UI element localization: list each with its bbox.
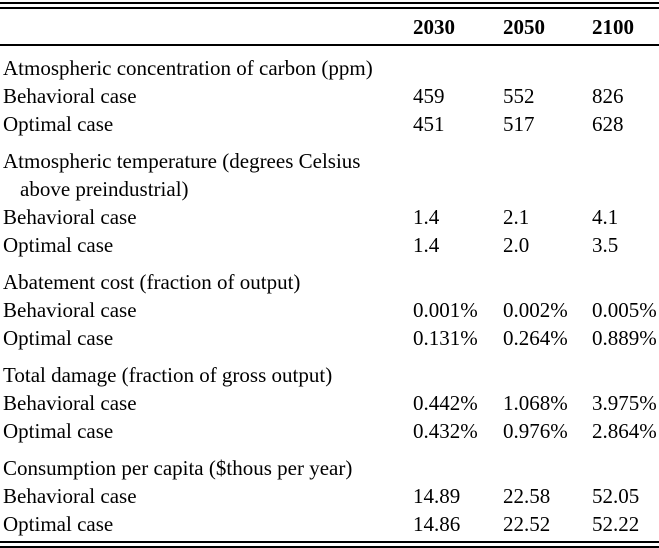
section-consumption: Consumption per capita ($thous per year)… (0, 454, 659, 538)
section-abatement-cost: Abatement cost (fraction of output) Beha… (0, 268, 659, 352)
section-heading: Abatement cost (fraction of output) (0, 268, 659, 296)
cell-2030: 0.432% (413, 419, 478, 443)
rule-line (0, 541, 659, 543)
row-label: Behavioral case (3, 391, 137, 415)
cell-2100: 628 (592, 112, 624, 136)
cell-2030: 0.001% (413, 298, 478, 322)
cell-2100: 3.975% (592, 391, 657, 415)
table-row: Optimal case 0.131% 0.264% 0.889% (0, 324, 659, 352)
cell-2050: 0.002% (503, 298, 568, 322)
row-label: Behavioral case (3, 84, 137, 108)
cell-2100: 2.864% (592, 419, 657, 443)
cell-2030: 0.442% (413, 391, 478, 415)
cell-2100: 3.5 (592, 233, 619, 257)
cell-2050: 22.52 (503, 512, 551, 536)
section-heading: Consumption per capita ($thous per year) (0, 454, 659, 482)
row-label: Optimal case (3, 326, 114, 350)
rule-line (0, 546, 659, 548)
table-row: Behavioral case 1.4 2.1 4.1 (0, 203, 659, 231)
section-heading-line: above preindustrial) (20, 177, 189, 201)
table-row: Behavioral case 0.001% 0.002% 0.005% (0, 296, 659, 324)
cell-2030: 459 (413, 84, 445, 108)
row-label: Behavioral case (3, 205, 137, 229)
cell-2050: 22.58 (503, 484, 551, 508)
section-carbon-concentration: Atmospheric concentration of carbon (ppm… (0, 54, 659, 138)
cell-2100: 52.05 (592, 484, 640, 508)
section-heading: Atmospheric concentration of carbon (ppm… (0, 54, 659, 82)
table-row: Optimal case 0.432% 0.976% 2.864% (0, 417, 659, 445)
section-heading-line: Atmospheric temperature (degrees Celsius (3, 149, 361, 173)
cell-2100: 52.22 (592, 512, 640, 536)
section-heading-line: Abatement cost (fraction of output) (3, 270, 301, 294)
cell-2030: 451 (413, 112, 445, 136)
section-heading-line: Consumption per capita ($thous per year) (3, 456, 353, 480)
section-total-damage: Total damage (fraction of gross output) … (0, 361, 659, 445)
cell-2030: 14.86 (413, 512, 461, 536)
cell-2100: 4.1 (592, 205, 619, 229)
column-header-2050: 2050 (503, 14, 545, 39)
cell-2050: 0.976% (503, 419, 568, 443)
table-row: Behavioral case 14.89 22.58 52.05 (0, 482, 659, 510)
cell-2030: 14.89 (413, 484, 461, 508)
cell-2100: 826 (592, 84, 624, 108)
table-bottom-double-rule (0, 541, 659, 548)
table-row: Optimal case 1.4 2.0 3.5 (0, 231, 659, 259)
table-row: Optimal case 451 517 628 (0, 110, 659, 138)
row-label: Optimal case (3, 512, 114, 536)
row-label: Behavioral case (3, 484, 137, 508)
section-temperature: Atmospheric temperature (degrees Celsius… (0, 147, 659, 259)
column-header-row: 2030 2050 2100 (0, 9, 659, 44)
column-header-2030: 2030 (413, 14, 455, 39)
table-row: Optimal case 14.86 22.52 52.22 (0, 510, 659, 538)
table-top-double-rule (0, 2, 659, 9)
section-heading-line: Atmospheric concentration of carbon (ppm… (3, 56, 373, 80)
rule-line (0, 2, 659, 4)
header-separator-rule (0, 44, 659, 46)
table-row: Behavioral case 0.442% 1.068% 3.975% (0, 389, 659, 417)
cell-2050: 1.068% (503, 391, 568, 415)
cell-2050: 2.1 (503, 205, 530, 229)
cell-2050: 517 (503, 112, 535, 136)
column-header-2100: 2100 (592, 14, 634, 39)
row-label: Optimal case (3, 419, 114, 443)
cell-2100: 0.005% (592, 298, 657, 322)
cell-2050: 0.264% (503, 326, 568, 350)
section-heading: Atmospheric temperature (degrees Celsius… (0, 147, 659, 203)
cell-2050: 2.0 (503, 233, 530, 257)
cell-2030: 0.131% (413, 326, 478, 350)
section-heading-line: Total damage (fraction of gross output) (3, 363, 333, 387)
section-heading: Total damage (fraction of gross output) (0, 361, 659, 389)
table-row: Behavioral case 459 552 826 (0, 82, 659, 110)
cell-2050: 552 (503, 84, 535, 108)
row-label: Optimal case (3, 233, 114, 257)
cell-2100: 0.889% (592, 326, 657, 350)
row-label: Optimal case (3, 112, 114, 136)
cell-2030: 1.4 (413, 205, 440, 229)
rule-line (0, 7, 659, 9)
cell-2030: 1.4 (413, 233, 440, 257)
row-label: Behavioral case (3, 298, 137, 322)
